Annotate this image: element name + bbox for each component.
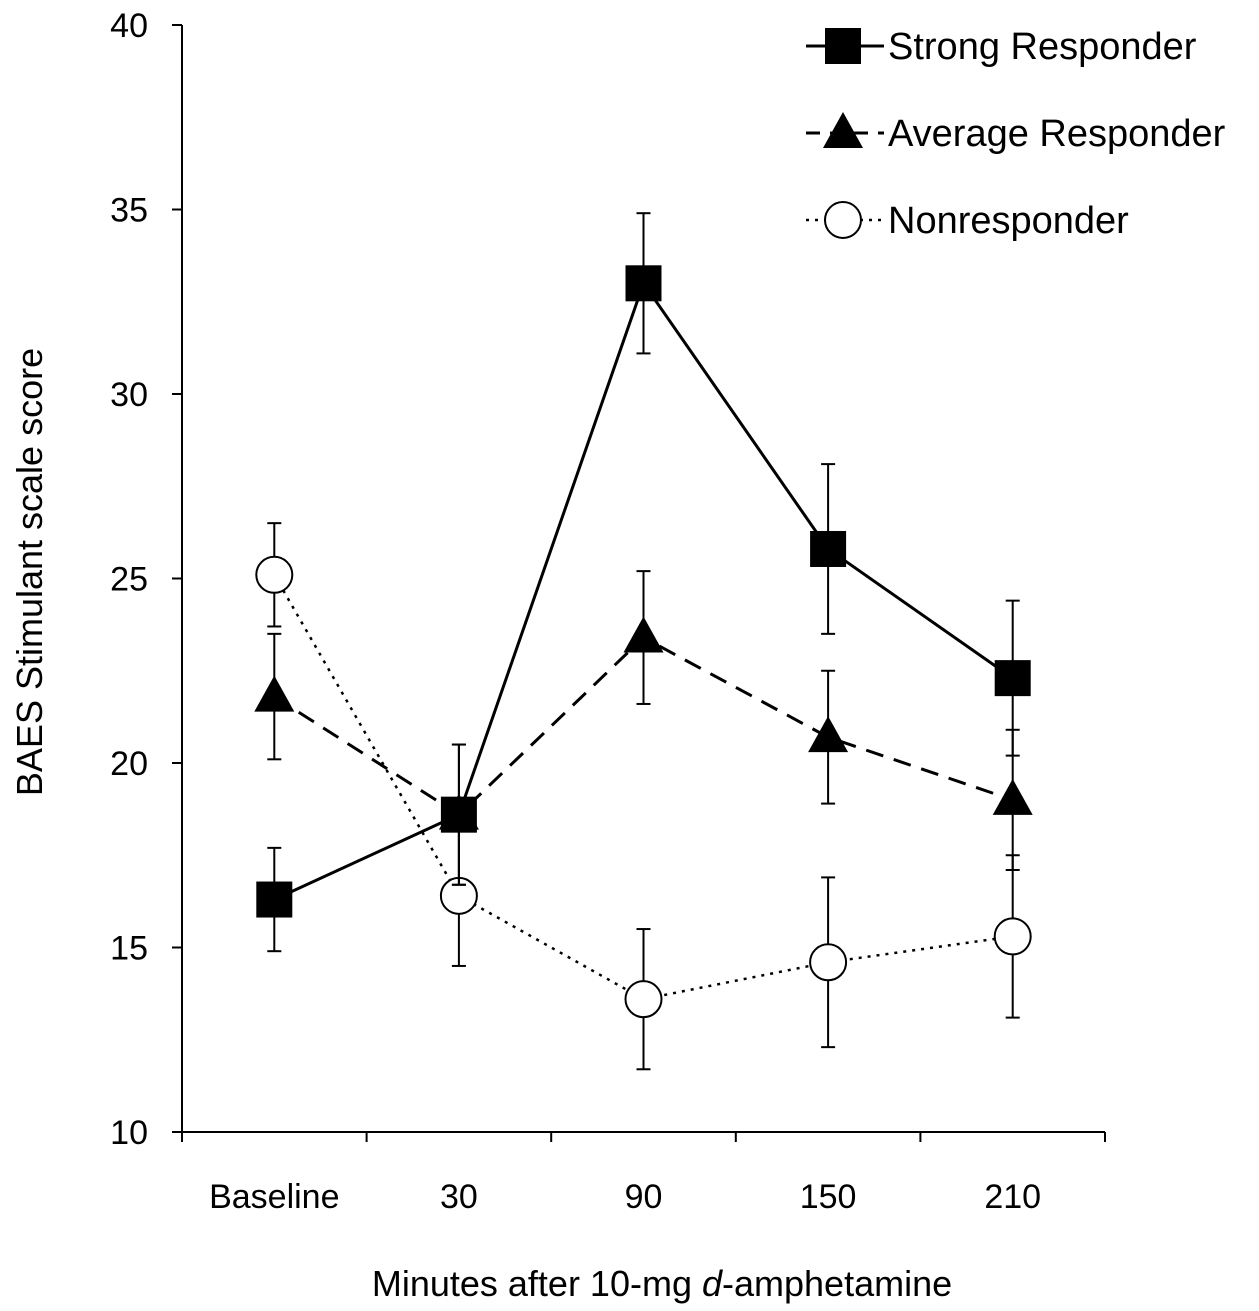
legend: Strong Responder Average Responder Nonresp…: [806, 26, 1226, 242]
data-point: [992, 778, 1033, 815]
series-layer: [254, 212, 1033, 1071]
data-point: [440, 796, 477, 833]
data-point: [624, 980, 663, 1019]
y-ticks: 10 15 20 25 30 35 40: [110, 7, 182, 1152]
y-tick-label: 30: [110, 376, 148, 414]
x-axis-title: Minutes after 10-mg d-amphetamine: [372, 1263, 952, 1304]
y-tick-label: 10: [110, 1114, 148, 1152]
series-nonresponder: [255, 522, 1032, 1071]
y-tick-label: 40: [110, 7, 148, 45]
y-tick-label: 15: [110, 930, 148, 968]
data-point: [255, 555, 294, 594]
data-point: [809, 943, 848, 982]
y-tick-label: 20: [110, 745, 148, 783]
data-point: [810, 530, 847, 567]
data-point: [254, 675, 295, 712]
x-tick-label: 150: [800, 1178, 857, 1216]
data-point: [993, 917, 1032, 956]
x-ticks: Baseline 30 90 150 210: [181, 1132, 1106, 1216]
legend-marker: [823, 112, 863, 148]
legend-item-average-responder: Average Responder: [806, 112, 1226, 155]
legend-marker: [824, 201, 862, 239]
legend-item-nonresponder: Nonresponder: [806, 200, 1129, 242]
data-point: [808, 716, 849, 753]
series-strong-responder: [256, 212, 1031, 953]
y-tick-label: 25: [110, 561, 148, 599]
data-point: [623, 616, 664, 653]
legend-label: Strong Responder: [888, 26, 1197, 68]
x-tick-label: Baseline: [209, 1178, 339, 1216]
legend-item-strong-responder: Strong Responder: [806, 26, 1197, 68]
x-tick-label: 90: [625, 1178, 663, 1216]
x-axis-title-part-1: Minutes after 10-mg: [372, 1263, 702, 1304]
x-axis-title-part-2: -amphetamine: [722, 1263, 952, 1304]
legend-label: Average Responder: [888, 113, 1226, 155]
x-axis-title-italic: d: [702, 1263, 723, 1304]
legend-label: Nonresponder: [888, 200, 1129, 242]
series-average-responder: [254, 570, 1033, 886]
data-point: [256, 881, 293, 918]
data-point: [994, 660, 1031, 697]
x-tick-label: 210: [984, 1178, 1041, 1216]
y-axis-title: BAES Stimulant scale score: [9, 348, 50, 796]
legend-marker: [825, 28, 861, 64]
data-point: [625, 265, 662, 302]
x-tick-label: 30: [440, 1178, 478, 1216]
y-tick-label: 35: [110, 192, 148, 230]
